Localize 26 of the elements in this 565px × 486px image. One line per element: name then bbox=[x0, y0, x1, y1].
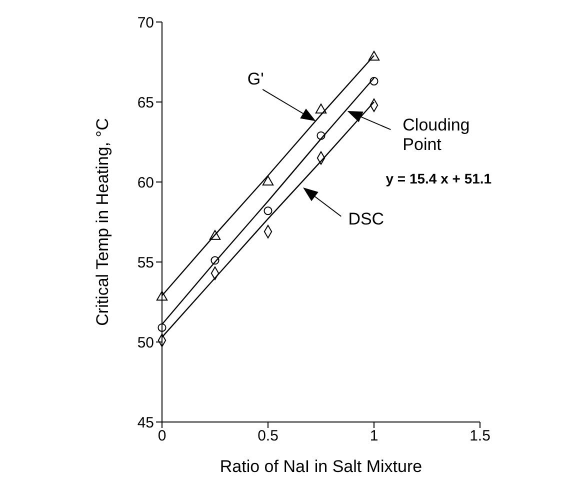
annotation: DSC bbox=[348, 209, 384, 228]
y-tick-label: 65 bbox=[137, 94, 154, 112]
y-tick-label: 55 bbox=[137, 254, 154, 272]
point bbox=[262, 176, 274, 186]
x-axis-title: Ratio of NaI in Salt Mixture bbox=[220, 457, 422, 476]
point bbox=[209, 230, 221, 240]
x-tick-label: 0 bbox=[158, 428, 166, 445]
y-tick-label: 50 bbox=[137, 334, 154, 352]
y-axis-title: Critical Temp in Heating, °C bbox=[93, 118, 112, 326]
y-tick-label: 45 bbox=[137, 414, 154, 432]
point bbox=[370, 76, 378, 86]
y-tick-label: 70 bbox=[137, 14, 154, 32]
point bbox=[156, 290, 168, 301]
x-tick-label: 1 bbox=[370, 428, 378, 445]
annotation: Clouding Point bbox=[402, 116, 470, 154]
point bbox=[158, 323, 166, 332]
y-tick-label: 60 bbox=[137, 174, 154, 192]
point bbox=[316, 131, 326, 140]
x-tick-label: 1.5 bbox=[470, 428, 490, 445]
x-tick-label: 0.5 bbox=[258, 428, 278, 445]
point bbox=[264, 206, 272, 216]
point bbox=[368, 50, 380, 61]
annotation: G' bbox=[247, 69, 264, 88]
annotation: y = 15.4 x + 51.1 bbox=[386, 170, 492, 186]
point bbox=[210, 256, 220, 265]
point bbox=[315, 104, 327, 114]
